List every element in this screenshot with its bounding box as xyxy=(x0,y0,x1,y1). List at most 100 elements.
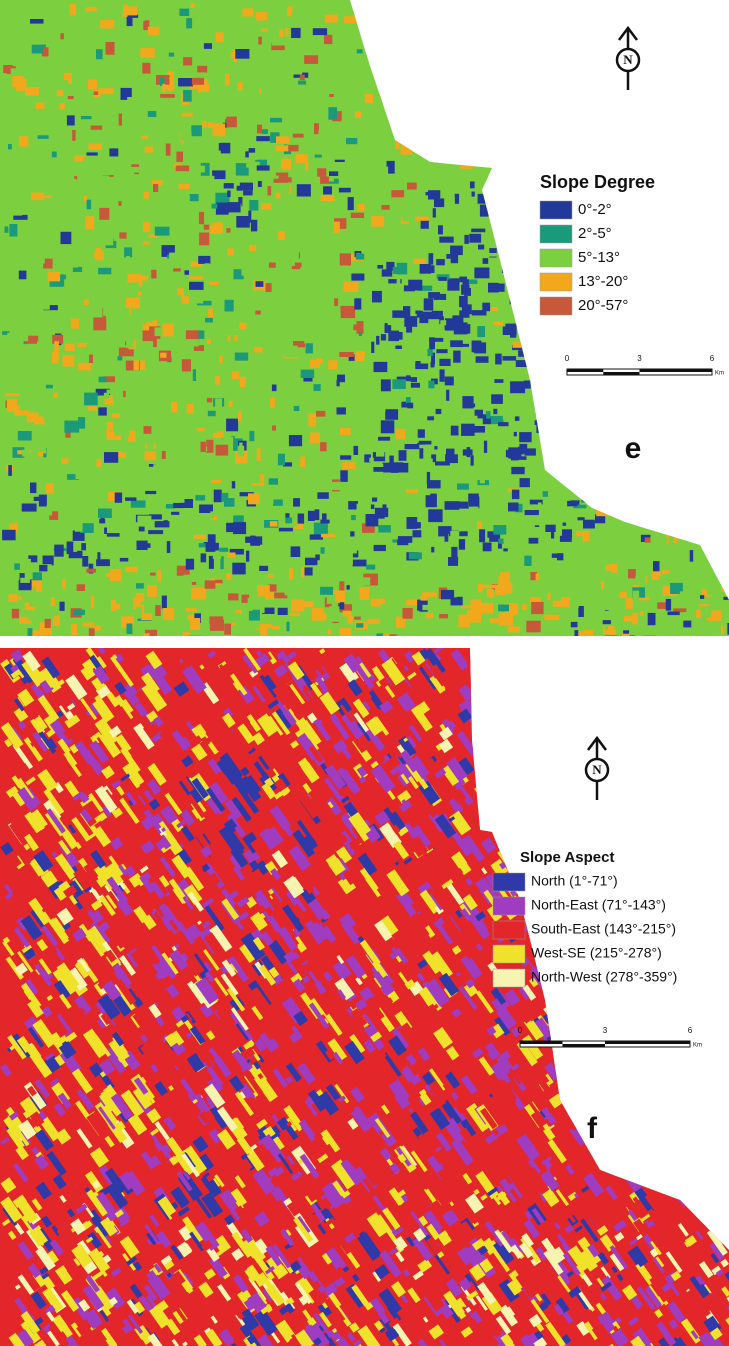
terrain-patch xyxy=(259,464,271,469)
terrain-patch xyxy=(405,359,413,368)
terrain-patch xyxy=(351,147,354,153)
terrain-patch xyxy=(648,279,655,284)
terrain-patch xyxy=(535,406,539,415)
terrain-patch xyxy=(495,33,508,40)
terrain-patch xyxy=(262,412,270,420)
terrain-patch xyxy=(98,268,111,275)
terrain-patch xyxy=(115,467,119,477)
terrain-patch xyxy=(236,610,242,613)
terrain-patch xyxy=(604,729,621,749)
terrain-patch xyxy=(575,676,594,697)
terrain-patch xyxy=(493,322,503,326)
terrain-patch xyxy=(308,511,315,521)
terrain-patch xyxy=(94,626,101,631)
terrain-patch xyxy=(645,538,651,544)
terrain-patch xyxy=(287,406,293,414)
terrain-patch xyxy=(715,531,722,541)
terrain-patch xyxy=(590,334,602,340)
terrain-patch xyxy=(686,1055,709,1081)
terrain-patch xyxy=(620,635,634,643)
terrain-patch xyxy=(722,746,729,757)
terrain-patch xyxy=(426,425,430,436)
terrain-patch xyxy=(295,263,302,268)
terrain-patch xyxy=(254,347,264,353)
terrain-patch xyxy=(383,634,390,643)
terrain-patch xyxy=(711,179,719,188)
terrain-patch xyxy=(720,567,729,576)
terrain-patch xyxy=(638,1134,651,1151)
terrain-patch xyxy=(655,874,671,894)
terrain-patch xyxy=(378,179,385,182)
terrain-patch xyxy=(722,1224,728,1230)
terrain-patch xyxy=(211,92,226,101)
terrain-patch xyxy=(226,419,238,432)
terrain-patch xyxy=(177,480,190,485)
terrain-patch xyxy=(107,361,119,373)
terrain-patch xyxy=(178,422,185,431)
terrain-patch xyxy=(568,774,579,786)
terrain-patch xyxy=(109,549,116,556)
terrain-patch xyxy=(11,574,20,578)
terrain-patch xyxy=(559,526,562,536)
terrain-patch xyxy=(474,268,489,279)
terrain-patch xyxy=(722,6,727,15)
terrain-patch xyxy=(89,144,102,150)
terrain-patch xyxy=(492,169,500,178)
terrain-patch xyxy=(507,315,519,320)
terrain-patch xyxy=(674,112,685,120)
terrain-patch xyxy=(551,466,558,470)
terrain-patch xyxy=(170,310,176,323)
terrain-patch xyxy=(634,299,638,306)
terrain-patch xyxy=(130,133,135,139)
terrain-patch xyxy=(621,739,637,758)
terrain-patch xyxy=(598,110,605,117)
terrain-patch xyxy=(485,805,494,813)
terrain-patch xyxy=(636,255,641,261)
terrain-patch xyxy=(293,134,304,138)
terrain-patch xyxy=(327,369,337,379)
terrain-patch xyxy=(602,140,616,146)
terrain-patch xyxy=(538,749,548,759)
terrain-patch xyxy=(178,78,193,86)
terrain-patch xyxy=(225,300,234,312)
terrain-patch xyxy=(510,296,515,304)
terrain-patch xyxy=(254,69,264,76)
terrain-patch xyxy=(693,918,706,931)
terrain-patch xyxy=(163,608,174,620)
terrain-patch xyxy=(463,100,471,108)
terrain-patch xyxy=(531,549,537,552)
terrain-patch xyxy=(667,29,680,37)
terrain-patch xyxy=(530,180,534,189)
terrain-patch xyxy=(43,59,47,71)
terrain-patch xyxy=(223,473,236,480)
legend-swatch xyxy=(540,225,572,243)
terrain-patch xyxy=(668,776,683,795)
terrain-patch xyxy=(608,504,616,510)
terrain-patch xyxy=(266,283,272,292)
terrain-patch xyxy=(163,421,170,427)
terrain-patch xyxy=(442,251,446,254)
terrain-patch xyxy=(679,49,692,62)
terrain-patch xyxy=(571,67,577,79)
terrain-patch xyxy=(43,23,48,32)
terrain-patch xyxy=(54,393,58,398)
terrain-patch xyxy=(510,153,520,163)
terrain-patch xyxy=(233,330,241,335)
terrain-patch xyxy=(182,375,185,387)
terrain-patch xyxy=(564,685,581,703)
terrain-patch xyxy=(666,599,671,611)
terrain-patch xyxy=(298,316,305,328)
terrain-patch xyxy=(95,435,103,446)
terrain-patch xyxy=(695,221,702,224)
terrain-patch xyxy=(677,751,698,777)
terrain-patch xyxy=(192,105,201,115)
terrain-patch xyxy=(684,1080,696,1092)
terrain-patch xyxy=(596,5,601,9)
terrain-patch xyxy=(342,120,347,133)
terrain-patch xyxy=(599,118,610,126)
terrain-patch xyxy=(533,720,545,735)
terrain-patch xyxy=(195,420,202,428)
terrain-patch xyxy=(257,125,262,134)
terrain-patch xyxy=(722,570,727,580)
terrain-patch xyxy=(6,104,17,110)
